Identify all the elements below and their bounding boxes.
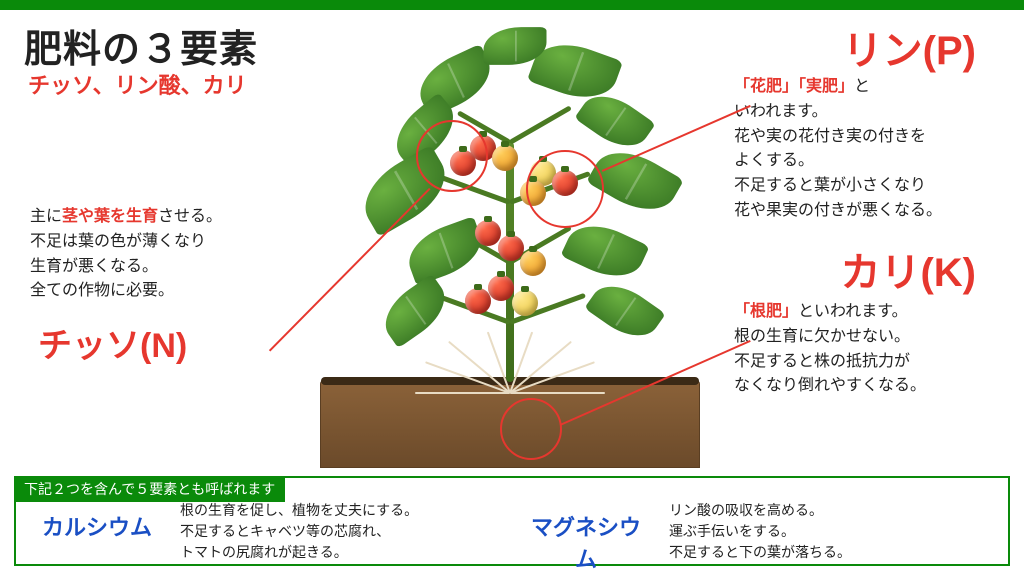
highlight-text: 茎や葉を生育 [62,208,158,225]
nitrogen-label: チッソ(N) [38,318,187,367]
phosphorus-description: 「花肥」「実肥」と いわれます。 花や実の花付き実の付きを よくする。 不足する… [734,75,994,224]
plant-illustration [320,20,700,468]
callout-circle-nitrogen [416,120,488,192]
plant-leaf [584,274,665,349]
phosphorus-label: リン(P) [843,18,976,76]
potassium-description: 「根肥」といわれます。 根の生育に欠かせない。 不足すると株の抵抗力が なくなり… [734,300,994,399]
tomato-fruit [465,288,491,314]
potassium-label: カリ(K) [840,240,976,298]
callout-circle-phosphorus [526,150,604,228]
magnesium-label: マグネシウム [521,500,651,574]
page-subtitle: チッソ、リン酸、カリ [28,68,247,100]
plant-root [415,392,510,394]
callout-circle-potassium [500,398,562,460]
calcium-description: 根の生育を促し、植物を丈夫にする。 不足するとキャベツ等の芯腐れ、 トマトの尻腐… [180,500,503,563]
text: と いわれます。 花や実の花付き実の付きを よくする。 不足すると葉が小さくなり… [734,78,942,219]
plant-branch [509,105,572,144]
footer-additional-elements: 下記２つを含んで５要素とも呼ばれます カルシウム 根の生育を促し、植物を丈夫にす… [14,476,1010,566]
calcium-label: カルシウム [32,500,162,542]
footer-tab-label: 下記２つを含んで５要素とも呼ばれます [14,476,285,502]
plant-leaf [374,274,455,349]
text: 主に [30,208,62,225]
tomato-fruit [512,290,538,316]
highlight-text: 「花肥」「実肥」 [734,78,854,95]
magnesium-description: リン酸の吸収を高める。 運ぶ手伝いをする。 不足すると下の葉が落ちる。 [669,500,992,563]
tomato-fruit [520,250,546,276]
tomato-fruit [475,220,501,246]
tomato-fruit [488,275,514,301]
tomato-fruit [492,145,518,171]
top-green-bar [0,0,1024,10]
plant-root [510,392,605,394]
infographic-frame: 肥料の３要素 チッソ、リン酸、カリ 主に茎や葉を生育させる。 不足は葉の色が薄く… [0,0,1024,576]
nitrogen-description: 主に茎や葉を生育させる。 不足は葉の色が薄くなり 生育が悪くなる。 全ての作物に… [30,205,290,304]
highlight-text: 「根肥」 [734,303,798,320]
page-title: 肥料の３要素 [24,18,258,73]
